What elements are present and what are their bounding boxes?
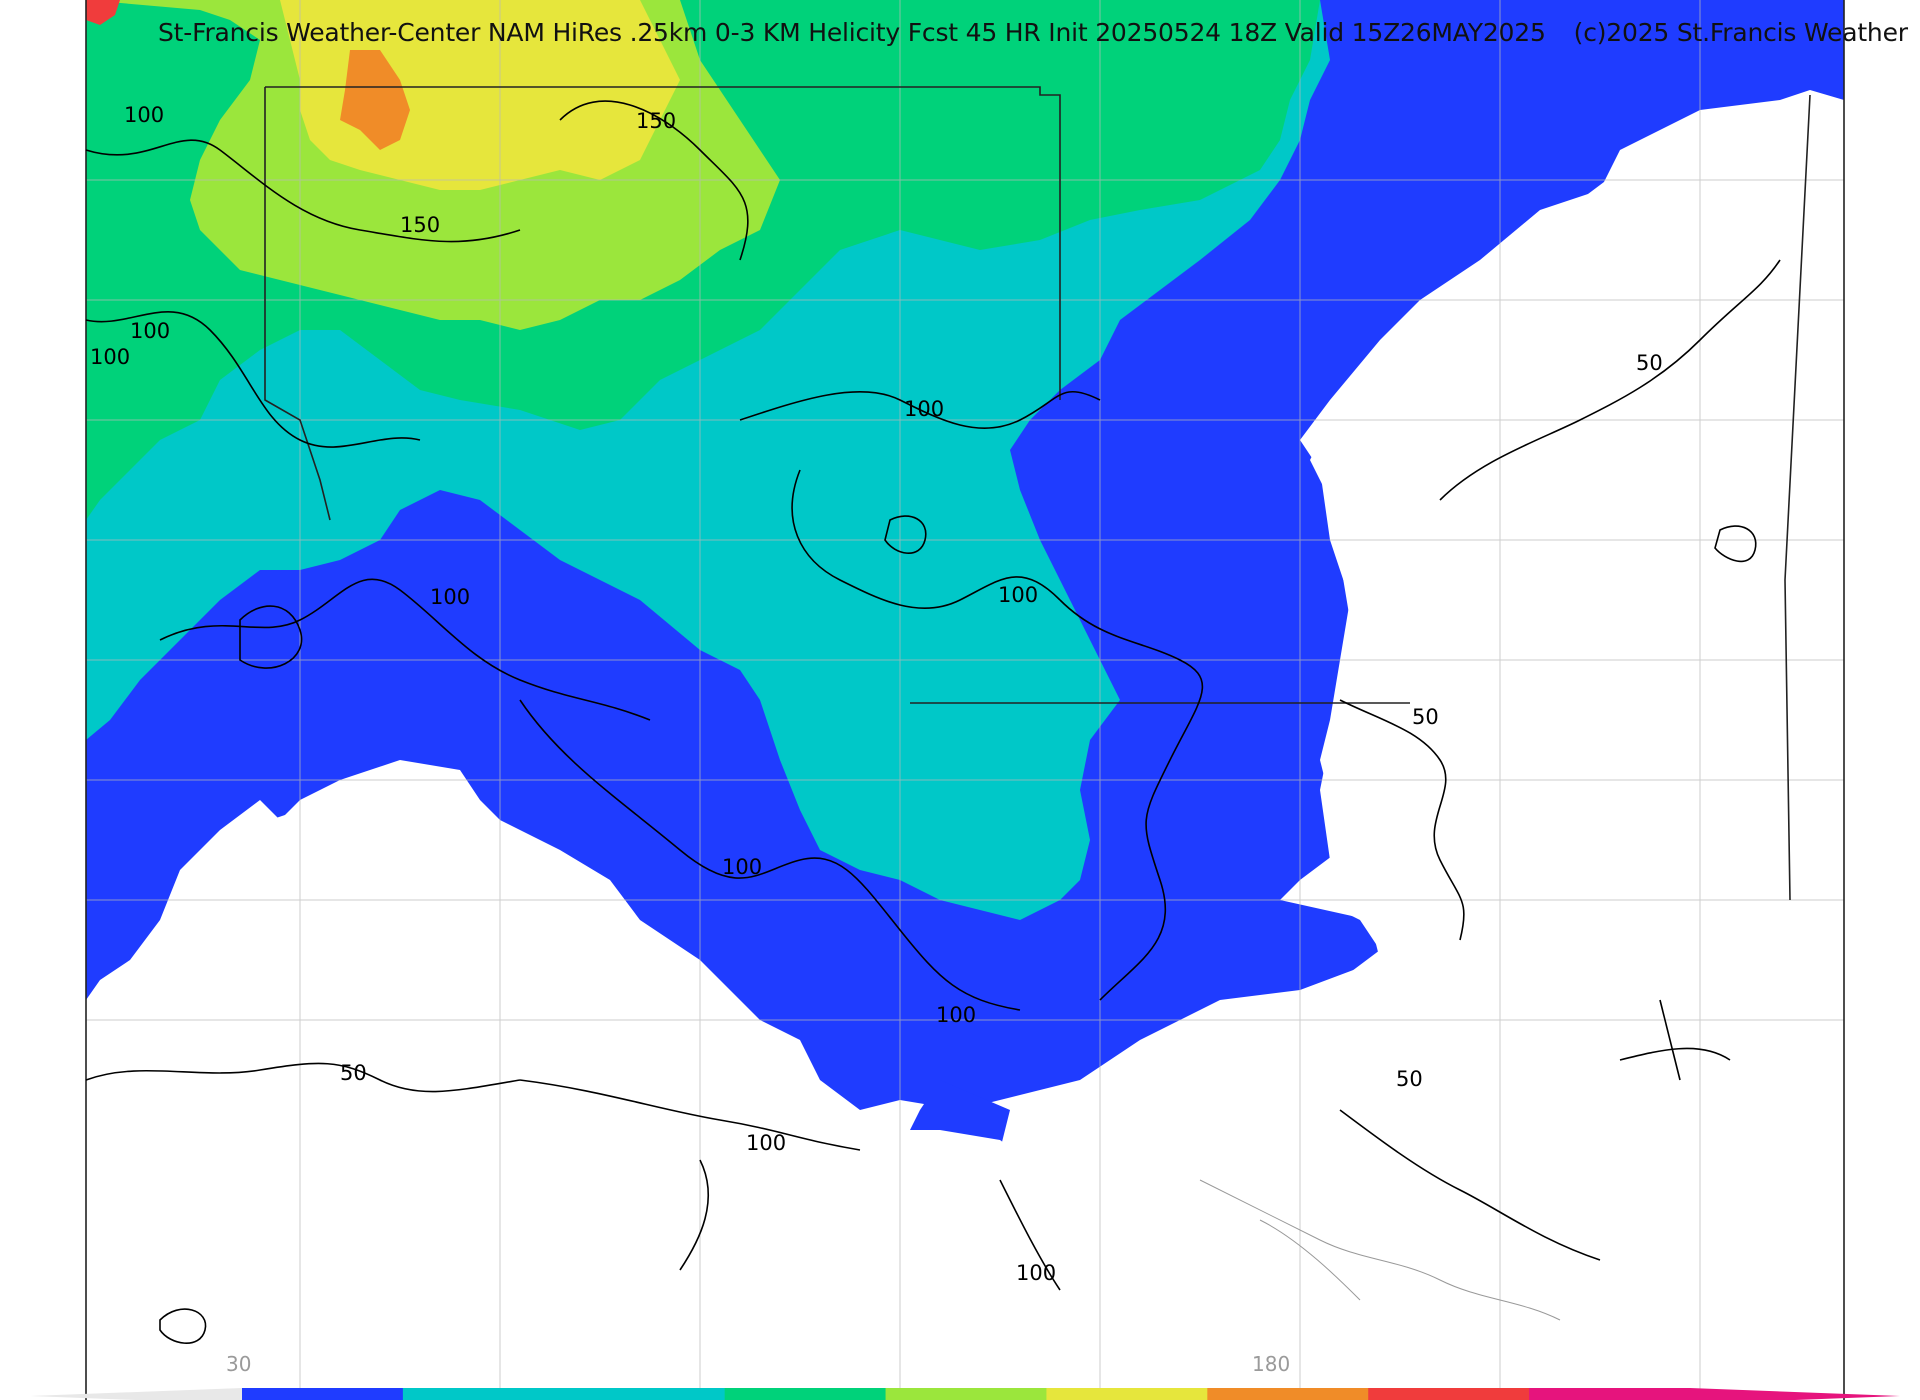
shade-none-east [1300, 100, 1844, 1400]
contour-label: 150 [400, 213, 440, 237]
colorbar-segment [1368, 1388, 1530, 1400]
colorbar-tick-min: 30 [226, 1352, 252, 1376]
colorbar-segment [1207, 1388, 1369, 1400]
contour-label: 100 [746, 1131, 786, 1155]
colorbar-left-arrow [30, 1388, 242, 1400]
colorbar-segment [242, 1388, 404, 1400]
contour-label: 50 [1636, 351, 1663, 375]
contour-label: 100 [936, 1003, 976, 1027]
contour-label: 100 [904, 397, 944, 421]
county-lines [86, 0, 1844, 1400]
contour-label: 100 [722, 855, 762, 879]
copyright-text: (c)2025 St.Francis Weather [1573, 18, 1908, 47]
state-borders [85, 0, 1845, 1400]
contour-label: 150 [636, 109, 676, 133]
title-text: St-Francis Weather-Center NAM HiRes .25k… [158, 18, 1546, 47]
shade-red [86, 0, 120, 25]
contour-label: 100 [130, 319, 170, 343]
contour-label: 100 [430, 585, 470, 609]
shade-orange [340, 50, 410, 150]
colorbar-segment [885, 1388, 1047, 1400]
colorbar [30, 1388, 1900, 1400]
contour-label: 50 [1396, 1067, 1423, 1091]
contour-label: 50 [340, 1061, 367, 1085]
contour-label: 100 [90, 345, 130, 369]
helicity-contours [85, 100, 1781, 1344]
colorbar-segment [724, 1388, 887, 1400]
contour-label: 100 [998, 583, 1038, 607]
shade-none-blob [1530, 170, 1660, 260]
colorbar-segment [1046, 1388, 1208, 1400]
contour-label: 100 [124, 103, 164, 127]
contour-label: 50 [1412, 705, 1439, 729]
contour-label: 100 [1016, 1261, 1056, 1285]
contour-labels: 100 150 150 100 100 100 100 100 50 100 1… [90, 103, 1663, 1285]
colorbar-segment [402, 1388, 565, 1400]
colorbar-segment [563, 1388, 726, 1400]
coastline [1199, 1179, 1561, 1321]
map-title: St-Francis Weather-Center NAM HiRes .25k… [158, 18, 1908, 47]
shade-none-south [86, 780, 1560, 1400]
colorbar-tick-max: 180 [1252, 1352, 1291, 1376]
colorbar-right-arrow [1690, 1388, 1900, 1400]
colorbar-segment [1529, 1388, 1691, 1400]
